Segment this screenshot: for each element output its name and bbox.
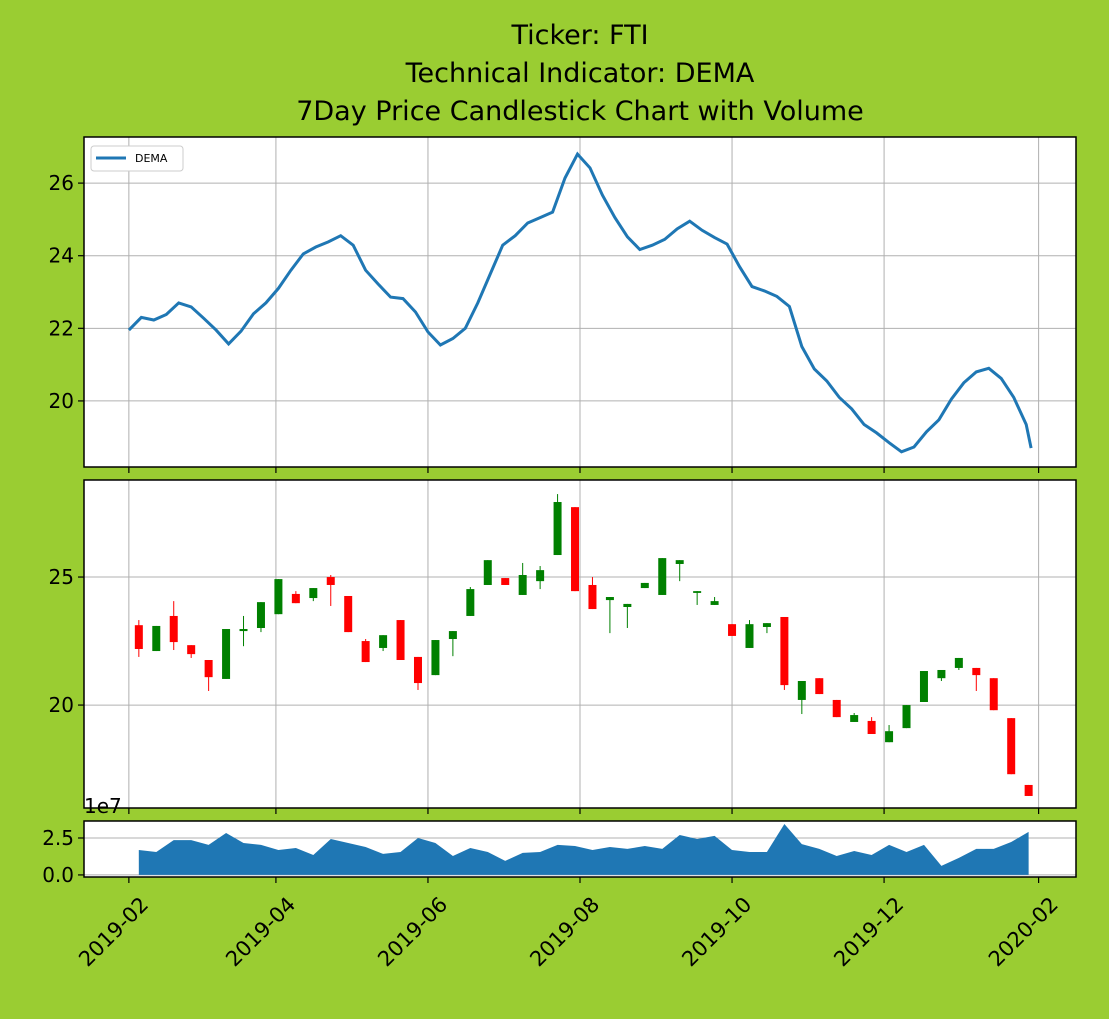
candle-body	[448, 631, 457, 640]
candle-body	[536, 570, 545, 582]
candle-body	[431, 640, 440, 676]
candle-body	[954, 657, 963, 668]
plot-frame	[83, 136, 1077, 468]
candle-body	[501, 578, 510, 585]
candle-body	[797, 680, 806, 700]
candle-body	[361, 641, 370, 663]
candle-body	[919, 671, 928, 702]
candle-body	[291, 593, 300, 604]
candle-body	[187, 645, 196, 655]
candle-body	[588, 584, 597, 610]
y-tick-label: 20	[49, 693, 74, 717]
plot-frame	[83, 479, 1077, 809]
candle-body	[256, 602, 265, 628]
candle-body	[762, 623, 771, 627]
candle-body	[832, 699, 841, 718]
candle-body	[605, 597, 614, 601]
line-series	[127, 151, 1033, 454]
candle-body	[222, 629, 231, 679]
candle-body	[850, 715, 859, 722]
volume-area	[138, 824, 1029, 875]
title-line: Technical Indicator: DEMA	[405, 58, 755, 89]
candle-body	[675, 560, 684, 564]
candle-body	[553, 502, 562, 556]
candle-body	[413, 656, 422, 684]
candle-body	[972, 667, 981, 676]
candle-body	[152, 625, 161, 652]
candle-body	[780, 616, 789, 686]
candle-body	[867, 720, 876, 735]
candle-body	[640, 582, 649, 589]
candle-body	[885, 731, 894, 743]
y-tick-label: 24	[49, 244, 74, 268]
candle-body	[989, 678, 998, 711]
legend-box	[90, 145, 184, 172]
candle-body	[902, 705, 911, 729]
candle-body	[745, 624, 754, 648]
candle-body	[344, 595, 353, 633]
y-tick-label: 2.5	[42, 826, 74, 850]
title-line: Ticker: FTI	[510, 20, 648, 51]
candle-body	[571, 507, 580, 592]
offset-text: 1e7	[84, 794, 122, 818]
candle-body	[466, 589, 475, 616]
candle-body	[815, 678, 824, 695]
candle-body	[1007, 718, 1016, 775]
y-tick-label: 0.0	[42, 863, 74, 887]
candle-body	[396, 620, 405, 661]
candle-body	[658, 558, 667, 595]
candle-body	[239, 629, 248, 632]
candle-body	[518, 574, 527, 595]
y-tick-label: 20	[49, 389, 74, 413]
title-line: 7Day Price Candlestick Chart with Volume	[296, 96, 864, 127]
y-tick-label: 26	[49, 171, 74, 195]
y-tick-label: 25	[49, 565, 74, 589]
candle-body	[204, 660, 213, 678]
candle-body	[693, 591, 702, 593]
plot-frame	[83, 820, 1077, 878]
candle-body	[326, 577, 335, 585]
candle-body	[1024, 784, 1033, 796]
candle-body	[937, 669, 946, 679]
candle-body	[169, 615, 178, 643]
candle-body	[728, 624, 737, 636]
candle-body	[309, 588, 318, 599]
candle-body	[483, 560, 492, 585]
candle-body	[134, 625, 143, 649]
legend-label: DEMA	[135, 152, 168, 165]
candle-body	[274, 579, 283, 615]
candle-body	[379, 635, 388, 648]
candle-body	[710, 601, 719, 605]
candle-body	[623, 603, 632, 608]
y-tick-label: 22	[49, 316, 74, 340]
